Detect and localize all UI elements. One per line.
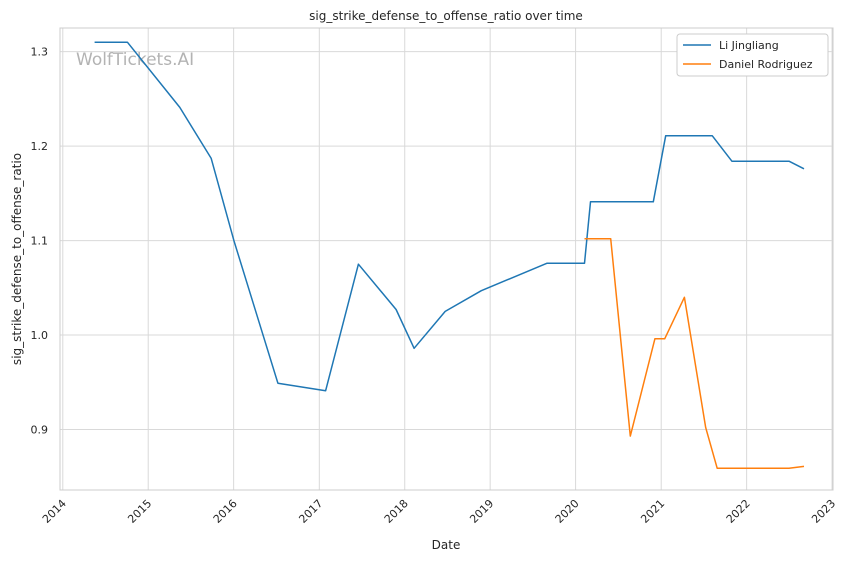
- legend-box: [676, 33, 829, 77]
- legend-label-daniel-rodriguez: Daniel Rodriguez: [719, 58, 813, 71]
- y-tick-labels: 0.9 1.0 1.1 1.2 1.3: [31, 46, 49, 437]
- x-tick-2023: 2023: [809, 497, 838, 526]
- x-tick-2018: 2018: [382, 497, 411, 526]
- plot-frame: [59, 27, 834, 491]
- grid: [60, 28, 833, 490]
- x-tick-2021: 2021: [638, 497, 667, 526]
- series-line-daniel-rodriguez: [584, 237, 805, 470]
- series-line-li-jingliang: [94, 41, 805, 392]
- y-tick-0.9: 0.9: [31, 424, 49, 437]
- y-tick-1.1: 1.1: [31, 235, 49, 248]
- y-axis-label: sig_strike_defense_to_offense_ratio: [10, 153, 24, 365]
- x-tick-2015: 2015: [125, 497, 154, 526]
- y-tick-1.3: 1.3: [31, 46, 49, 59]
- y-tick-1.0: 1.0: [31, 329, 49, 342]
- series-group: [94, 41, 805, 470]
- watermark-text: WolfTickets.AI: [76, 50, 194, 70]
- legend-label-li-jingliang: Li Jingliang: [719, 39, 779, 52]
- y-tick-1.2: 1.2: [31, 140, 49, 153]
- x-tick-2017: 2017: [296, 497, 325, 526]
- x-tick-2019: 2019: [467, 497, 496, 526]
- x-tick-2022: 2022: [724, 497, 753, 526]
- plot-background: [60, 28, 833, 490]
- x-tick-labels: 2014 2015 2016 2017 2018 2019 2020 2021 2022 2023: [40, 497, 838, 526]
- legend: Li Jingliang Daniel Rodriguez: [676, 33, 829, 77]
- chart-title: sig_strike_defense_to_offense_ratio over…: [309, 9, 583, 23]
- x-tick-2016: 2016: [211, 497, 240, 526]
- x-axis-label: Date: [432, 538, 461, 552]
- x-tick-2020: 2020: [553, 497, 582, 526]
- x-tick-2014: 2014: [40, 497, 69, 526]
